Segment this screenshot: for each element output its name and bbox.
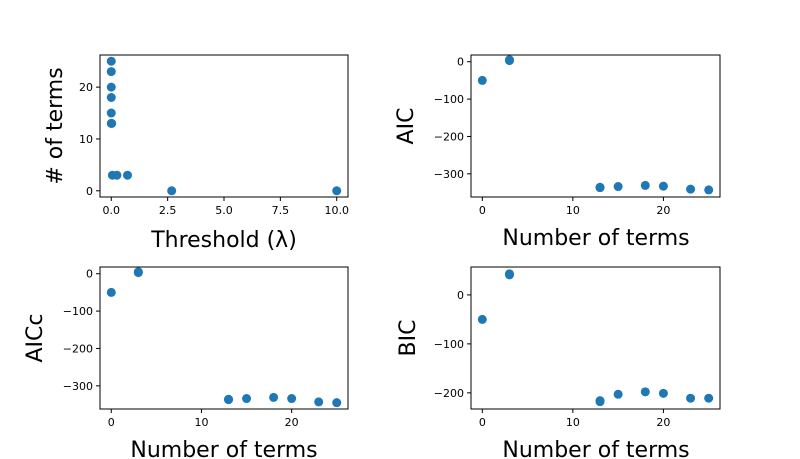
data-point (332, 186, 342, 196)
data-point (224, 395, 234, 405)
y-tick-label: 20 (79, 81, 93, 94)
data-point (106, 108, 116, 118)
data-point (112, 170, 122, 180)
y-axis-label: # of terms (43, 67, 68, 184)
data-point (167, 186, 177, 196)
data-point (704, 393, 714, 403)
plot-frame (470, 54, 721, 198)
data-point (107, 118, 117, 128)
x-tick-label: 5.0 (215, 204, 233, 217)
y-tick-label: −100 (434, 93, 464, 106)
y-tick-label: −200 (434, 387, 464, 400)
panel-bic: Number of terms BIC 0 10 20 0 −100 −200 (396, 266, 721, 459)
plot-frame (470, 266, 721, 410)
panel-aicc: Number of terms AICc 0 10 20 0 −100 −200 −300 (23, 266, 349, 459)
x-tick-label: 0 (108, 416, 115, 429)
data-point (658, 181, 668, 191)
data-point (314, 397, 324, 407)
y-tick-label: −300 (434, 168, 464, 181)
data-point (640, 180, 650, 190)
data-point (704, 185, 714, 195)
data-point (106, 287, 116, 297)
panel-threshold: Threshold (λ) # of terms 0.0 2.5 5.0 7.5 10.… (43, 54, 349, 253)
x-tick-label: 20 (285, 416, 299, 429)
data-point (686, 184, 696, 194)
y-tick-label: −100 (63, 305, 93, 318)
x-tick-label: 10 (566, 204, 580, 217)
y-tick-label: 0 (86, 268, 93, 281)
y-tick-label: 0 (86, 185, 93, 198)
x-tick-label: 0.0 (103, 204, 121, 217)
x-tick-label: 7.5 (272, 204, 290, 217)
x-tick-label: 2.5 (159, 204, 177, 217)
data-point (504, 270, 514, 280)
data-point (106, 67, 116, 77)
x-tick-label: 10 (194, 416, 208, 429)
data-point (613, 389, 623, 399)
x-axis-label: Number of terms (502, 438, 689, 459)
data-point (477, 75, 487, 85)
x-tick-label: 10.0 (324, 204, 349, 217)
plot-frame (99, 266, 349, 410)
x-axis-label: Number of terms (130, 438, 317, 459)
y-tick-label: −100 (434, 338, 464, 351)
data-point (106, 82, 116, 92)
y-axis-label: AIC (394, 108, 419, 145)
data-point (269, 392, 279, 402)
data-point (613, 182, 623, 192)
data-point (640, 387, 650, 397)
x-tick-label: 0 (479, 204, 486, 217)
data-point (658, 388, 668, 398)
y-axis-label: AICc (23, 314, 48, 363)
data-point (332, 398, 342, 408)
data-point (287, 394, 297, 404)
x-tick-label: 0 (479, 416, 486, 429)
y-tick-label: −200 (434, 130, 464, 143)
data-point (106, 93, 116, 102)
y-axis-label: BIC (396, 320, 421, 357)
x-tick-label: 20 (656, 416, 670, 429)
y-tick-label: 0 (457, 289, 464, 302)
panel-aic: Number of terms AIC 0 10 20 0 −100 −200 −300 (394, 54, 721, 251)
y-tick-label: −300 (63, 380, 93, 393)
data-point (595, 397, 605, 407)
x-axis-label: Threshold (λ) (150, 228, 297, 253)
data-point (504, 56, 514, 66)
x-tick-label: 10 (566, 416, 580, 429)
data-point (686, 393, 696, 403)
y-tick-label: −200 (63, 342, 93, 355)
y-tick-label: 0 (457, 56, 464, 69)
data-point (133, 268, 143, 278)
y-tick-label: 10 (79, 133, 93, 146)
data-point (242, 394, 252, 404)
x-tick-label: 20 (656, 204, 670, 217)
data-point (595, 183, 605, 193)
data-point (123, 170, 133, 180)
x-axis-label: Number of terms (502, 226, 689, 251)
data-point (477, 314, 487, 324)
data-point (106, 56, 116, 66)
